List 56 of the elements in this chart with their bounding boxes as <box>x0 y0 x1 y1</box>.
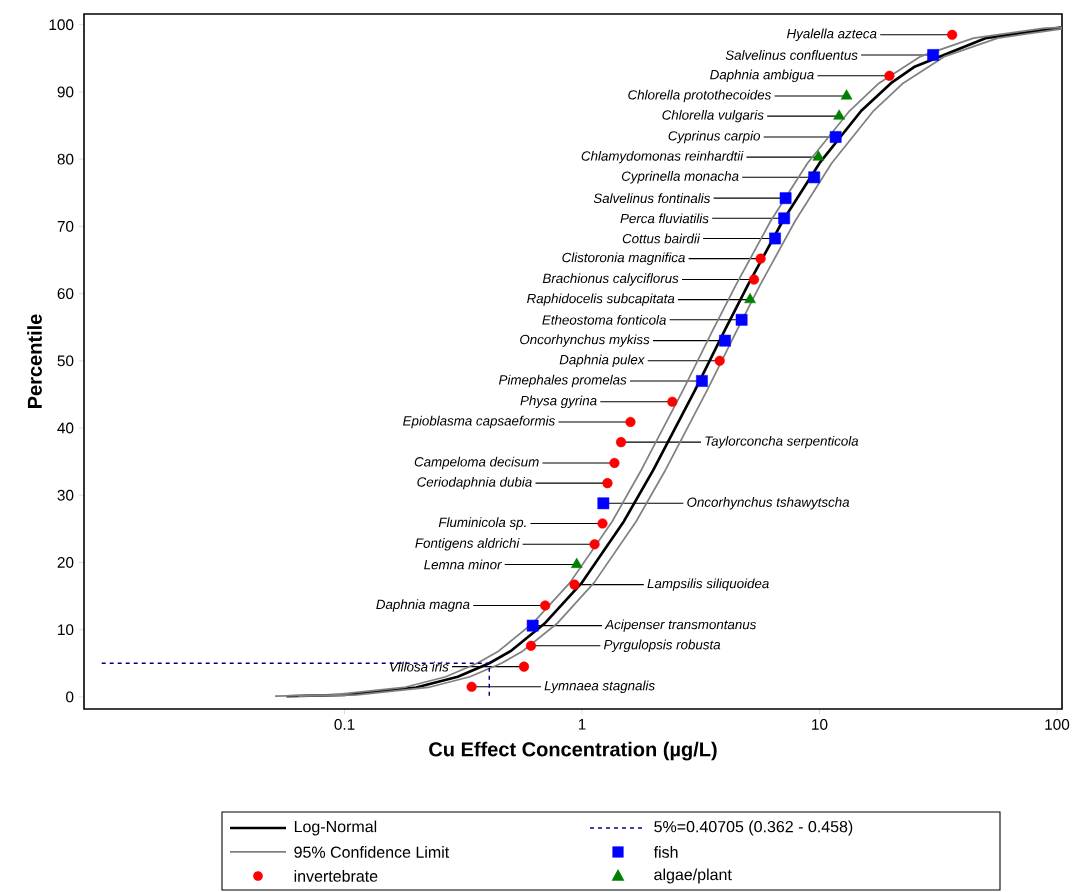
legend-label: Log-Normal <box>294 820 377 836</box>
annotation: Lymnaea stagnalis <box>544 680 655 694</box>
annotation: Lampsilis siliquoidea <box>647 578 769 591</box>
x-axis-title: Cu Effect Concentration (µg/L) <box>429 741 717 761</box>
y-axis-title: Percentile <box>27 314 42 408</box>
annotation: Cyprinus carpio <box>668 130 761 144</box>
x-tick-label: 1 <box>578 719 586 730</box>
annotation: Campeloma decisum <box>414 456 539 470</box>
annotation: Daphnia pulex <box>559 354 645 368</box>
annotation: Acipenser transmontanus <box>604 619 757 632</box>
y-tick-label: 70 <box>57 220 74 232</box>
annotation: Daphnia ambigua <box>710 69 814 83</box>
annotation: Epioblasma capsaeformis <box>403 415 555 429</box>
y-tick-label: 50 <box>57 355 74 367</box>
y-tick-label: 80 <box>57 153 74 165</box>
annotation: Chlamydomonas reinhardtii <box>581 150 744 164</box>
annotation: Cottus bairdii <box>622 233 701 244</box>
annotation: Etheostoma fonticola <box>542 314 666 325</box>
annotation: Raphidocelis subcapitata <box>527 293 675 306</box>
annotation: Salvelinus fontinalis <box>593 193 711 204</box>
annotation: Villosa iris <box>390 661 449 672</box>
x-tick-label: 100 <box>1045 719 1070 730</box>
y-tick-label: 30 <box>57 489 74 501</box>
annotation: Chlorella protothecoides <box>628 89 772 103</box>
y-tick-label: 10 <box>58 624 74 636</box>
legend-label: invertebrate <box>294 870 378 882</box>
annotation: Salvelinus confluentus <box>725 50 858 60</box>
y-tick-label: 60 <box>57 288 74 300</box>
annotation: Physa gyrina <box>520 395 597 409</box>
y-tick-label: 90 <box>57 86 74 98</box>
annotation: Hyalella azteca <box>786 28 877 42</box>
legend-label: 5%=0.40705 (0.362 - 0.458) <box>654 820 853 836</box>
annotation: Oncorhynchus mykiss <box>520 334 650 347</box>
y-tick-label: 100 <box>49 19 74 31</box>
annotation: Daphnia magna <box>376 599 470 612</box>
annotation: Brachionus calyciflorus <box>542 273 679 286</box>
legend-label: fish <box>653 846 678 858</box>
x-tick-label: 10 <box>812 719 828 730</box>
annotation: Cyprinella monacha <box>621 171 739 184</box>
annotation: Oncorhynchus tshawytscha <box>687 497 850 510</box>
legend-label: algae/plant <box>654 868 732 884</box>
y-tick-label: 40 <box>57 422 74 434</box>
y-tick-label: 0 <box>66 691 74 703</box>
annotation: Perca fluviatilis <box>620 213 709 224</box>
annotation: Ceriodaphnia dubia <box>417 476 532 490</box>
annotation: Fluminicola sp. <box>438 517 526 530</box>
annotation: Pimephales promelas <box>498 374 627 388</box>
annotation: Taylorconcha serpenticola <box>705 435 859 449</box>
annotation: Chlorella vulgaris <box>662 109 764 123</box>
legend-label: 95% Confidence Limit <box>294 846 450 858</box>
annotation: Pyrgulopsis robusta <box>603 639 721 653</box>
annotation: Fontigens aldrichi <box>415 538 520 551</box>
x-tick-label: 0.1 <box>334 719 355 730</box>
y-tick-label: 20 <box>57 557 74 568</box>
annotation: Lemna minor <box>424 559 502 570</box>
annotation: Clistoronia magnifica <box>562 252 685 265</box>
